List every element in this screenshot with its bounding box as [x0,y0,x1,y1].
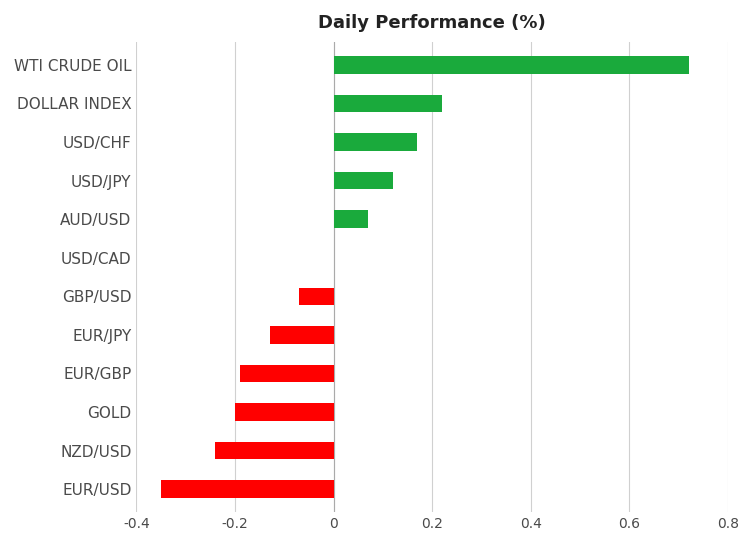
Bar [235,403,334,421]
Bar [240,365,334,382]
Bar [334,56,689,74]
Bar [161,481,334,498]
Bar [299,288,334,305]
Bar [270,326,334,343]
Bar [215,442,334,459]
Title: Daily Performance (%): Daily Performance (%) [319,14,546,32]
Bar [334,134,417,151]
Bar [334,95,442,112]
Bar [334,210,368,228]
Bar [334,172,393,189]
